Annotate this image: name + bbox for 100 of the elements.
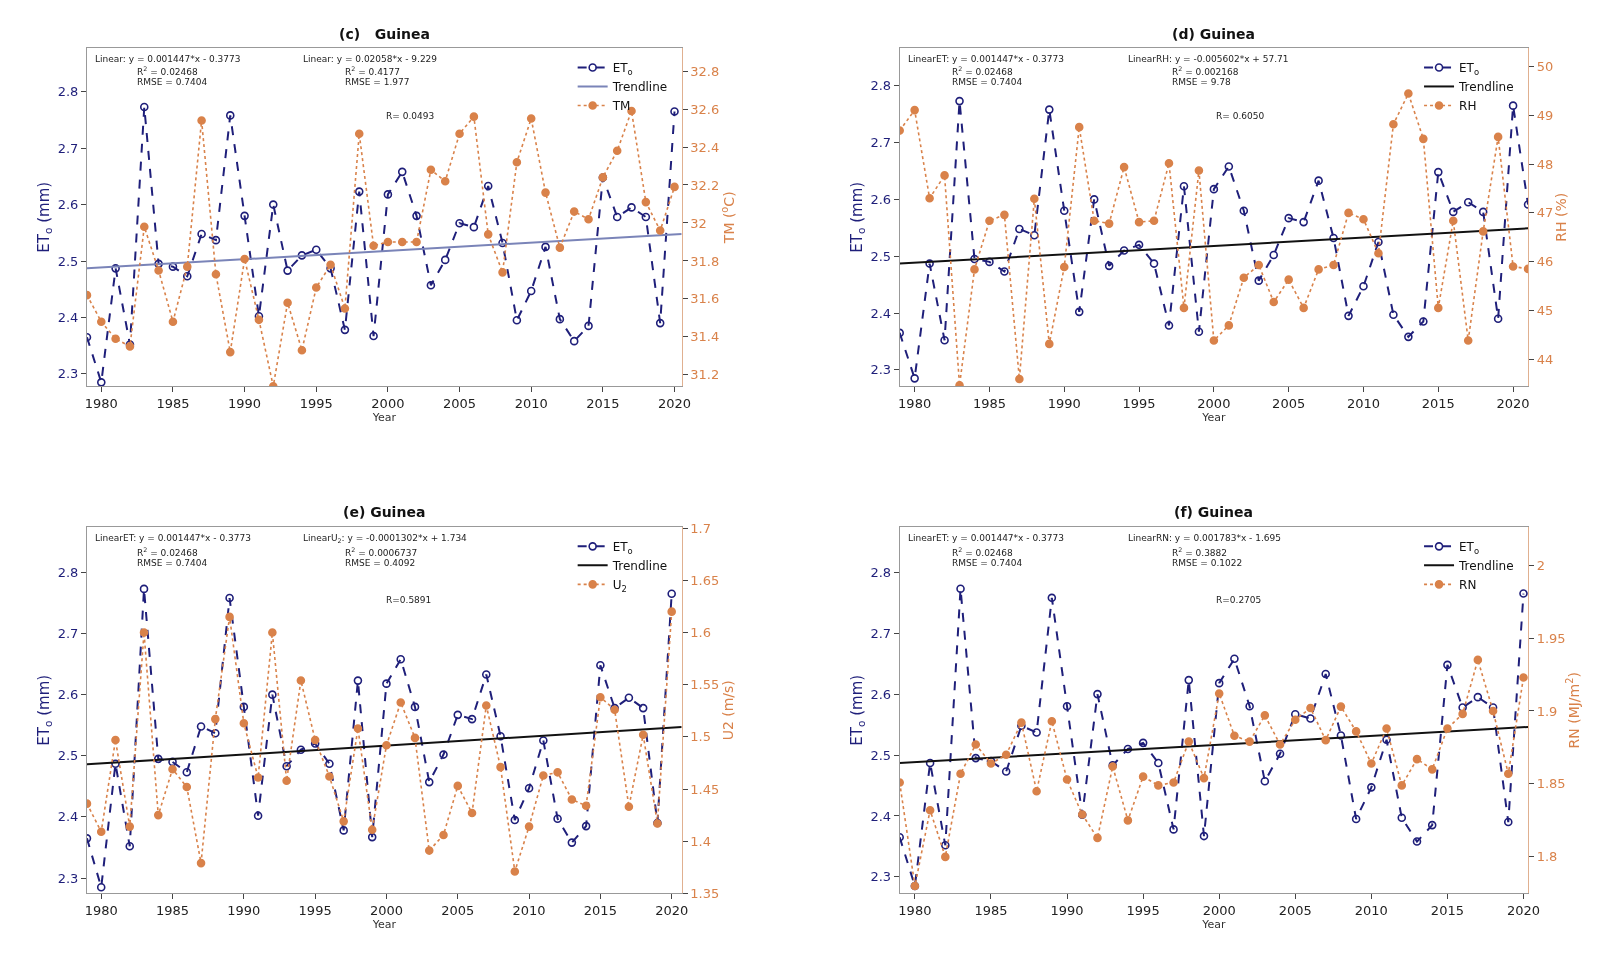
y2-tick-label: 31.6 xyxy=(690,291,720,307)
point xyxy=(339,817,348,826)
point xyxy=(667,607,676,616)
point xyxy=(1367,759,1376,768)
legend-label: Trendline xyxy=(1458,559,1514,574)
point xyxy=(1448,207,1458,217)
point xyxy=(296,745,306,754)
annotation: RMSE = 0.7404 xyxy=(137,558,208,568)
point xyxy=(1104,261,1114,271)
x-tick-label: 2000 xyxy=(1202,902,1236,918)
x-tick-label: 2020 xyxy=(1506,902,1541,918)
legend-label: Trendline xyxy=(1458,80,1514,95)
point xyxy=(225,347,235,357)
point xyxy=(1199,773,1209,783)
point xyxy=(612,212,622,222)
point xyxy=(1062,775,1072,784)
point xyxy=(1269,250,1279,260)
x-tick-label: 1990 xyxy=(228,395,262,411)
point xyxy=(1062,701,1072,711)
point xyxy=(1254,260,1264,270)
x-tick-label: 1990 xyxy=(227,902,261,918)
point xyxy=(1443,660,1452,670)
point xyxy=(483,181,493,191)
point xyxy=(153,754,163,764)
point xyxy=(1275,740,1285,749)
y-tick-label: 2.6 xyxy=(870,191,892,207)
point xyxy=(96,827,106,837)
point xyxy=(1119,246,1129,255)
y-tick-label: 2.4 xyxy=(870,808,892,824)
y2-tick-label: 1.9 xyxy=(1536,703,1558,719)
point xyxy=(1089,216,1099,225)
point xyxy=(1508,262,1518,271)
point xyxy=(1149,216,1159,225)
point xyxy=(311,283,321,292)
point xyxy=(1443,724,1452,733)
x-tick-label: 1995 xyxy=(1122,395,1156,411)
point xyxy=(310,735,320,745)
point xyxy=(354,129,364,139)
legend-label: Trendline xyxy=(611,80,668,95)
point xyxy=(353,676,363,685)
point xyxy=(1015,224,1024,234)
x-tick-label: 1985 xyxy=(972,395,1006,411)
y2-tick-label: 1.8 xyxy=(1536,849,1558,865)
point xyxy=(1199,831,1209,841)
point xyxy=(1404,332,1413,342)
point xyxy=(910,105,919,115)
point xyxy=(956,584,965,593)
point xyxy=(1427,765,1437,774)
chart-title: (f) Guinea xyxy=(1174,504,1253,520)
y2-tick-label: 32.8 xyxy=(690,63,720,79)
legend-label: ET$_{o}$ xyxy=(612,540,633,556)
point xyxy=(584,321,593,331)
point xyxy=(297,345,307,355)
point xyxy=(670,107,679,116)
point xyxy=(670,182,679,192)
x-tick-label: 1980 xyxy=(84,395,118,411)
point xyxy=(1473,655,1483,665)
annotation: R$^{2}$ = 0.02468 xyxy=(952,65,1014,77)
point xyxy=(211,728,220,738)
point xyxy=(596,692,605,702)
point xyxy=(1299,217,1308,227)
point xyxy=(1306,714,1315,723)
chart-title: (c) Guinea xyxy=(339,26,430,42)
y2-tick-label: 1.6 xyxy=(690,625,711,641)
x-tick-label: 1985 xyxy=(974,902,1008,918)
point xyxy=(1230,731,1239,741)
point xyxy=(581,821,591,831)
point xyxy=(1284,213,1293,223)
point xyxy=(1404,89,1413,98)
point xyxy=(1290,709,1300,719)
point xyxy=(1214,689,1224,698)
x-axis-title: Year xyxy=(1201,410,1226,424)
point xyxy=(467,808,477,818)
x-tick-label: 1980 xyxy=(898,902,932,918)
y2-axis-title: U2 (m/s) xyxy=(719,680,736,741)
annotation: R= 0.0493 xyxy=(386,111,435,121)
point xyxy=(1245,737,1254,746)
point xyxy=(940,335,949,345)
point xyxy=(1047,593,1057,603)
point xyxy=(139,584,149,594)
point xyxy=(638,703,648,713)
x-tick-label: 1980 xyxy=(898,395,932,411)
point xyxy=(1463,197,1473,207)
point xyxy=(426,280,436,290)
point xyxy=(211,714,220,724)
point xyxy=(139,222,149,232)
point xyxy=(1044,105,1054,114)
point xyxy=(641,197,651,207)
x-tick-label: 2000 xyxy=(371,395,405,411)
x-tick-label: 2010 xyxy=(512,902,546,918)
point xyxy=(498,268,507,277)
point xyxy=(1209,336,1219,345)
point xyxy=(426,165,436,175)
point xyxy=(1224,321,1234,330)
annotation: R=0.2705 xyxy=(1216,595,1262,605)
annotation: R= 0.6050 xyxy=(1216,111,1265,121)
point xyxy=(239,719,249,728)
point xyxy=(154,259,163,269)
point xyxy=(667,589,676,599)
point xyxy=(1314,265,1323,274)
